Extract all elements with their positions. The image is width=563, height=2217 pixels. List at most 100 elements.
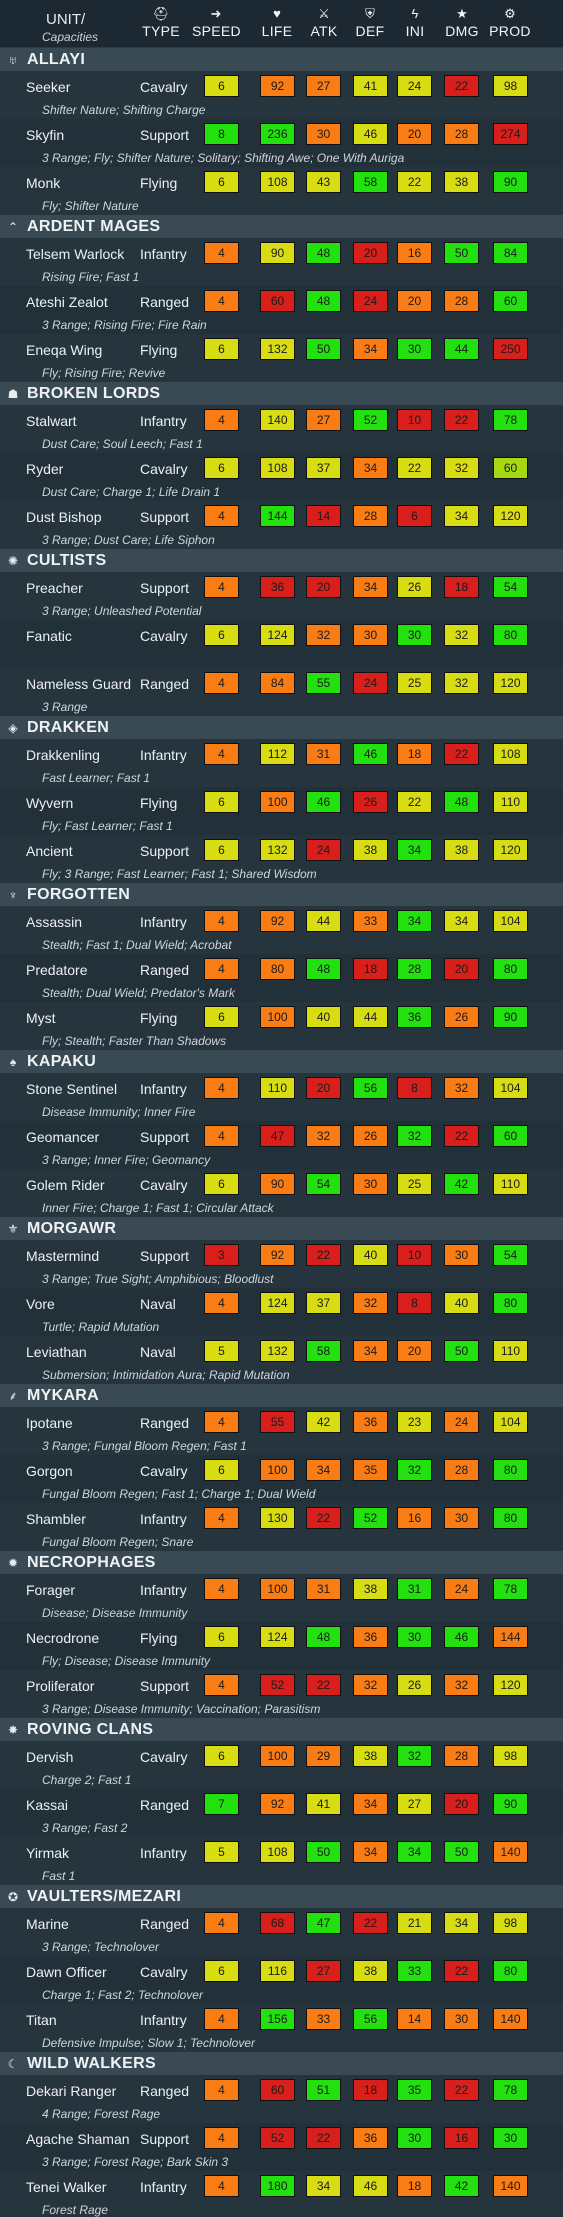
stat-atk: 34 [306,2175,341,2197]
stat-def: 24 [353,290,388,312]
stat-ini: 6 [397,505,432,527]
unit-row: Vore Naval 4 124 37 32 8 40 80 Turtle; Rapid Muta… [0,1288,563,1336]
unit-stats-line: Dust Bishop Support 4 144 14 28 6 34 120 [0,501,563,533]
unit-type: Flying [140,795,178,811]
unit-stats-line: Dawn Officer Cavalry 6 116 27 38 33 22 80 [0,1956,563,1988]
unit-name: Assassin [26,914,83,930]
ardent-emblem-icon: ⌃ [7,219,19,234]
gears-icon: ⚙ [504,6,516,21]
unit-name: Geomancer [26,1129,100,1145]
unit-type: Cavalry [140,1749,188,1765]
sword-icon: ⚔ [318,6,330,21]
stat-speed: 6 [204,171,239,193]
stat-ini: 16 [397,1507,432,1529]
cultists-emblem-icon: ✺ [7,553,19,568]
stat-life: 108 [260,1841,295,1863]
stat-life: 60 [260,290,295,312]
stat-dmg: 28 [444,290,479,312]
unit-capacities: Rising Fire; Fast 1 [42,270,140,284]
unit-type: Infantry [140,1582,187,1598]
unit-stats-line: Shambler Infantry 4 130 22 52 16 30 80 [0,1503,563,1535]
unit-row: Skyfin Support 8 236 30 46 20 28 274 3 Range; Fly… [0,119,563,167]
unit-row: Nameless Guard Ranged 4 84 55 24 25 32 120 3 Rang… [0,668,563,716]
unit-stats-line: Mastermind Support 3 92 22 40 10 30 54 [0,1240,563,1272]
unit-stats-line: Dervish Cavalry 6 100 29 38 32 28 98 [0,1741,563,1773]
unit-type: Support [140,509,190,525]
stat-prod: 110 [493,791,528,813]
unit-row: Proliferator Support 4 52 22 32 26 32 120 3 Range… [0,1670,563,1718]
header-col-life: ♥ LIFE [253,0,301,48]
stat-atk: 31 [306,743,341,765]
unit-stats-line: Monk Flying 6 108 43 58 22 38 90 [0,167,563,199]
header-col-dmg: ★ DMG [438,0,486,48]
stat-ini: 25 [397,672,432,694]
unit-type: Flying [140,342,178,358]
stat-atk: 27 [306,409,341,431]
faction-name: ALLAYI [27,50,86,68]
unit-stats-line: Gorgon Cavalry 6 100 34 35 32 28 80 [0,1455,563,1487]
stat-ini: 22 [397,457,432,479]
stat-dmg: 22 [444,743,479,765]
faction-name: MYKARA [27,1386,100,1404]
stat-dmg: 50 [444,242,479,264]
stat-def: 34 [353,338,388,360]
unit-capacities: 3 Range; True Sight; Amphibious; Bloodlu… [42,1272,274,1286]
unit-name: Marine [26,1916,69,1932]
stat-atk: 27 [306,1960,341,1982]
stat-speed: 6 [204,457,239,479]
stat-def: 28 [353,505,388,527]
stat-dmg: 40 [444,1292,479,1314]
stat-ini: 10 [397,1244,432,1266]
unit-name: Dawn Officer [26,1964,107,1980]
unit-type: Infantry [140,2179,187,2195]
stat-dmg: 50 [444,1340,479,1362]
unit-row: Mastermind Support 3 92 22 40 10 30 54 3 Range; T… [0,1240,563,1288]
header-label: INI [405,23,425,39]
stat-speed: 4 [204,1077,239,1099]
faction-header: ◈ DRAKKEN [0,716,563,739]
unit-row: Fanatic Cavalry 6 124 32 30 30 32 80 [0,620,563,668]
unit-stats-line: Stalwart Infantry 4 140 27 52 10 22 78 [0,405,563,437]
stat-ini: 20 [397,290,432,312]
stat-ini: 30 [397,1626,432,1648]
unit-name: Seeker [26,79,71,95]
stat-dmg: 28 [444,1459,479,1481]
stat-dmg: 46 [444,1626,479,1648]
unit-stats-line: Forager Infantry 4 100 31 38 31 24 78 [0,1574,563,1606]
broken-lords-emblem-icon: ☗ [7,386,19,401]
unit-row: Preacher Support 4 36 20 34 26 18 54 3 Range; Unl… [0,572,563,620]
unit-stats-line: Titan Infantry 4 156 33 56 14 30 140 [0,2004,563,2036]
unit-name: Ipotane [26,1415,73,1431]
faction-name: WILD WALKERS [27,2054,156,2072]
stat-atk: 14 [306,505,341,527]
unit-row: Dekari Ranger Ranged 4 60 51 18 35 22 78 4 Range;… [0,2075,563,2123]
stat-speed: 4 [204,1507,239,1529]
stat-atk: 32 [306,1125,341,1147]
stat-life: 100 [260,1006,295,1028]
stat-dmg: 22 [444,2079,479,2101]
stat-atk: 34 [306,1459,341,1481]
unit-name: Mastermind [26,1248,100,1264]
unit-name: Necrodrone [26,1630,100,1646]
stat-atk: 46 [306,791,341,813]
faction-header: ♆ FORGOTTEN [0,883,563,906]
stat-def: 36 [353,1411,388,1433]
stat-prod: 30 [493,2127,528,2149]
stat-dmg: 22 [444,1125,479,1147]
unit-type: Flying [140,175,178,191]
stat-atk: 24 [306,839,341,861]
stat-prod: 84 [493,242,528,264]
unit-row: Ipotane Ranged 4 55 42 36 23 24 104 3 Range; Fung… [0,1407,563,1455]
unit-name: Ancient [26,843,73,859]
stat-life: 47 [260,1125,295,1147]
unit-type: Cavalry [140,628,188,644]
unit-name: Skyfin [26,127,65,143]
stat-speed: 5 [204,1340,239,1362]
unit-capacities: 3 Range; Fast 2 [42,1821,128,1835]
unit-row: Drakkenling Infantry 4 112 31 46 18 22 108 Fast L… [0,739,563,787]
stat-def: 34 [353,1340,388,1362]
stat-speed: 6 [204,75,239,97]
stat-life: 68 [260,1912,295,1934]
stat-ini: 27 [397,1793,432,1815]
